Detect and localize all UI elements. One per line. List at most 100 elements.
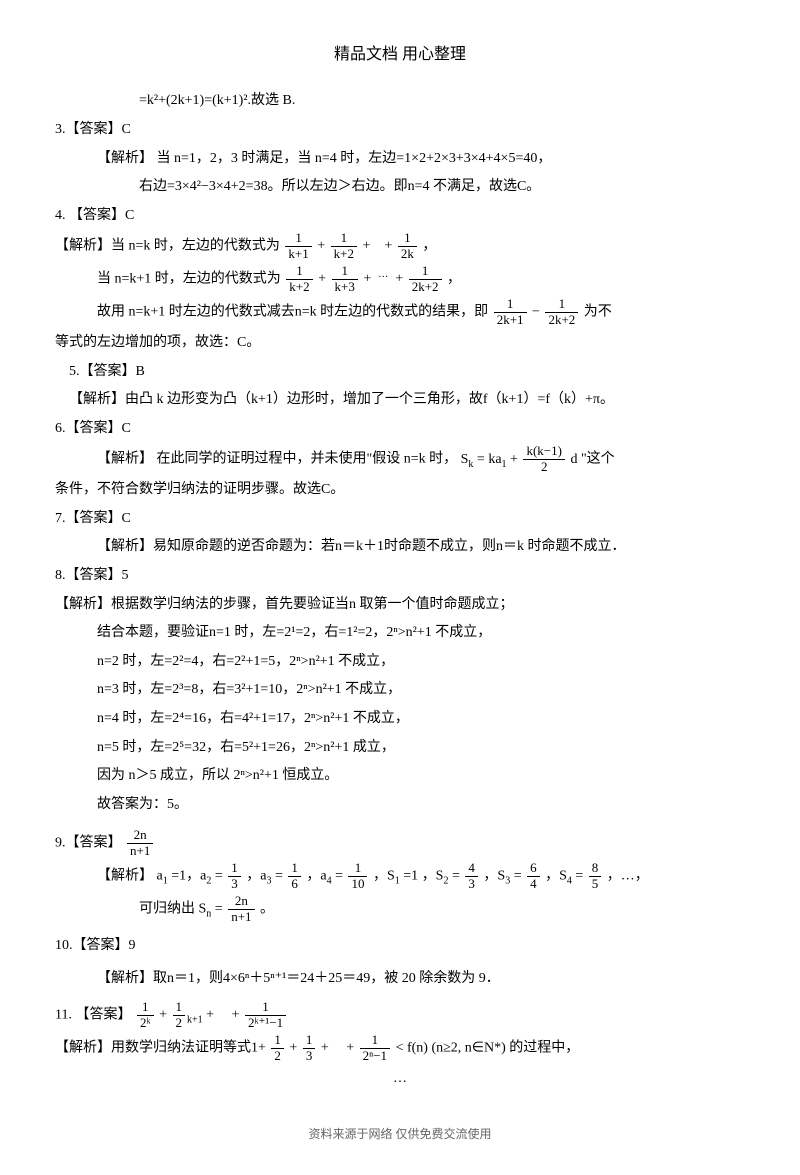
- q6-exp-2: 条件，不符合数学归纳法的证明步骤。故选C。: [55, 477, 745, 504]
- frac: 13: [228, 861, 241, 892]
- q7-answer: 7.【答案】C: [55, 506, 745, 533]
- eq: =: [215, 869, 223, 884]
- frac: 85: [589, 861, 602, 892]
- plus: +: [395, 272, 403, 287]
- text: ，: [447, 272, 461, 287]
- plus: +: [318, 272, 326, 287]
- frac: 1k+2: [331, 231, 357, 262]
- eq: =: [215, 902, 223, 917]
- q8-exp-2: 结合本题，要验证n=1 时，左=2¹=2，右=1²=2，2ⁿ>n²+1 不成立，: [55, 620, 745, 647]
- text: 可归纳出 S: [139, 902, 206, 917]
- plus: +: [363, 272, 371, 287]
- text: 【解析】 a: [97, 869, 163, 884]
- q4-exp-2: 当 n=k+1 时，左边的代数式为 1k+2 + 1k+3 + … + 12k+…: [55, 264, 745, 295]
- sub: 4: [567, 876, 572, 887]
- frac: 12: [173, 1000, 186, 1031]
- frac: 16: [288, 861, 301, 892]
- eq: =: [575, 869, 583, 884]
- sub: 4: [327, 876, 332, 887]
- q4-exp-1: 【解析】当 n=k 时，左边的代数式为 1k+1 + 1k+2 + + 12k …: [55, 231, 745, 262]
- plus: +: [321, 1041, 329, 1056]
- text: 当 n=k+1 时，左边的代数式为: [97, 272, 281, 287]
- q4-exp-4: 等式的左边增加的项，故选：C。: [55, 330, 745, 357]
- text: "这个: [581, 452, 615, 467]
- frac: 12: [271, 1033, 284, 1064]
- sub: 3: [505, 876, 510, 887]
- frac: 110: [348, 861, 367, 892]
- plus: +: [363, 239, 371, 254]
- plus: +: [289, 1041, 297, 1056]
- frac: 43: [465, 861, 478, 892]
- sub: k+1: [187, 1015, 203, 1026]
- q9-exp-1: 【解析】 a1 =1，a2 = 13 ，a3 = 16 ，a4 = 110 ，S…: [55, 861, 745, 892]
- dots: …: [378, 269, 388, 280]
- plus: +: [206, 1008, 214, 1023]
- frac: 12ᵏ⁺¹−1: [245, 1000, 286, 1031]
- text: =1，a: [171, 869, 206, 884]
- text: 11. 【答案】: [55, 1008, 131, 1023]
- q4-exp-3: 故用 n=k+1 时左边的代数式减去n=k 时左边的代数式的结果，即 12k+1…: [55, 297, 745, 328]
- q5-exp: 【解析】由凸 k 边形变为凸（k+1）边形时，增加了一个三角形，故f（k+1）=…: [55, 387, 745, 414]
- sub: 2: [443, 876, 448, 887]
- q8-exp-4: n=3 时，左=2³=8，右=3²+1=10，2ⁿ>n²+1 不成立，: [55, 677, 745, 704]
- text: 【解析】 在此同学的证明过程中，并未使用"假设 n=k 时，: [97, 452, 457, 467]
- frac: 13: [303, 1033, 316, 1064]
- q6-exp-1: 【解析】 在此同学的证明过程中，并未使用"假设 n=k 时， Sk = ka1 …: [55, 444, 745, 475]
- text: < f(n) (n≥2, n∈N*) 的过程中，: [396, 1041, 580, 1056]
- text: ，: [422, 239, 436, 254]
- frac: 64: [527, 861, 540, 892]
- q5-answer: 5.【答案】B: [55, 359, 745, 386]
- text: 故用 n=k+1 时左边的代数式减去n=k 时左边的代数式的结果，即: [97, 305, 488, 320]
- line-kplus1: =k²+(2k+1)=(k+1)².故选 B.: [55, 88, 745, 115]
- plus: +: [232, 1008, 240, 1023]
- q11-exp: 【解析】用数学归纳法证明等式1+ 12 + 13 + + 12ⁿ−1 < f(n…: [55, 1033, 745, 1064]
- eq: =: [275, 869, 283, 884]
- sub: n: [206, 909, 211, 920]
- frac: 1k+1: [285, 231, 311, 262]
- q8-exp-7: 因为 n＞5 成立，所以 2ⁿ>n²+1 恒成立。: [55, 763, 745, 790]
- frac: 1k+3: [332, 264, 358, 295]
- minus: −: [532, 305, 540, 320]
- page-header: 精品文档 用心整理: [55, 40, 745, 70]
- text: ，S: [422, 869, 444, 884]
- text: ，a: [306, 869, 326, 884]
- eq: =: [452, 869, 460, 884]
- frac: 1k+2: [286, 264, 312, 295]
- q8-exp-3: n=2 时，左=2²=4，右=2²+1=5，2ⁿ>n²+1 不成立，: [55, 649, 745, 676]
- frac: 12k: [398, 231, 417, 262]
- text: 。: [260, 902, 274, 917]
- q9-answer: 9.【答案】 2nn+1: [55, 828, 745, 859]
- text: ，S: [483, 869, 505, 884]
- q3-exp-1: 【解析】 当 n=1，2，3 时满足，当 n=4 时，左边=1×2+2×3+3×…: [55, 146, 745, 173]
- frac: 12ⁿ−1: [360, 1033, 390, 1064]
- q6-answer: 6.【答案】C: [55, 416, 745, 443]
- q8-exp-1: 【解析】根据数学归纳法的步骤，首先要验证当n 取第一个值时命题成立；: [55, 592, 745, 619]
- q3-exp-2: 右边=3×4²−3×4+2=38。所以左边＞右边。即n=4 不满足，故选C。: [55, 174, 745, 201]
- q8-exp-6: n=5 时，左=2⁵=32，右=5²+1=26，2ⁿ>n²+1 成立，: [55, 735, 745, 762]
- sub: 1: [163, 876, 168, 887]
- q4-answer: 4. 【答案】C: [55, 203, 745, 230]
- frac: 12k+1: [494, 297, 527, 328]
- text: ，S: [545, 869, 567, 884]
- q11-answer: 11. 【答案】 12ᵏ + 12k+1 + + 12ᵏ⁺¹−1: [55, 1000, 745, 1031]
- text: 【解析】用数学归纳法证明等式1+: [55, 1041, 266, 1056]
- frac: 12k+2: [545, 297, 578, 328]
- text: 【解析】当 n=k 时，左边的代数式为: [55, 239, 280, 254]
- plus: +: [346, 1041, 354, 1056]
- frac: 12ᵏ: [137, 1000, 154, 1031]
- text: ，S: [373, 869, 395, 884]
- text: 9.【答案】: [55, 836, 122, 851]
- q8-exp-5: n=4 时，左=2⁴=16，右=4²+1=17，2ⁿ>n²+1 不成立，: [55, 706, 745, 733]
- sub: 3: [266, 876, 271, 887]
- q10-exp: 【解析】取n＝1，则4×6ⁿ＋5ⁿ⁺¹＝24＋25＝49，被 20 除余数为 9…: [55, 966, 745, 993]
- plus: +: [159, 1008, 167, 1023]
- text: 为不: [584, 305, 612, 320]
- q8-exp-8: 故答案为：5。: [55, 792, 745, 819]
- text: ，a: [246, 869, 266, 884]
- plus: +: [384, 239, 392, 254]
- plus: +: [317, 239, 325, 254]
- eq: =1: [403, 869, 418, 884]
- formula: Sk = ka1 + k(k−1)2 d: [461, 452, 581, 467]
- text: ，…，: [607, 869, 649, 884]
- q3-answer: 3.【答案】C: [55, 117, 745, 144]
